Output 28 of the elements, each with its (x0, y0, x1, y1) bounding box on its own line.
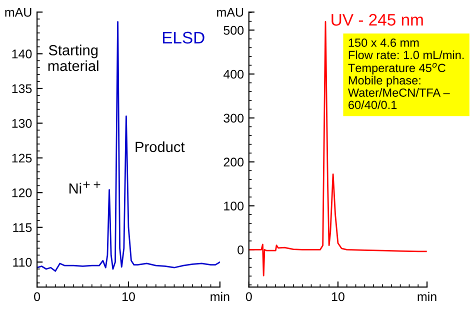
annotation: Starting material (48, 44, 98, 72)
y-tick-label: 300 (224, 114, 244, 123)
y-tick-label: mAU (217, 8, 244, 17)
line-series (37, 21, 220, 272)
y-tick-label: 500 (224, 26, 244, 35)
x-tick-label: min (418, 292, 436, 301)
y-tick-label: 120 (12, 188, 32, 198)
text: 150 x 4.6 mm Flow rate: 1.0 mL/min. Temperature 45$^{o}$C Mobile phase: Water/MeCN/TFA – 60/40/0.1 (348, 38, 464, 110)
y-tick-label: 400 (223, 70, 244, 79)
x-tick-label: min (210, 292, 230, 301)
y-tick-label: mAU (5, 8, 32, 17)
x-tick-label: 10 (122, 292, 135, 302)
y-tick-label: 100 (224, 202, 244, 210)
y-tick-label: 200 (224, 158, 244, 167)
x-tick-label: 0 (246, 292, 252, 302)
y-tick-label: 125 (12, 154, 32, 163)
y-tick-label: 140 (12, 50, 32, 58)
x-tick-label: 10 (332, 292, 344, 302)
y-tick-label: 130 (12, 118, 32, 128)
chart-title: UV - 245 nm (332, 14, 423, 26)
annotation: Ni$^{++}$ (69, 182, 100, 194)
y-tick-label: 0 (238, 246, 244, 254)
y-tick-label: 135 (12, 84, 32, 94)
y-tick-label: 115 (13, 223, 32, 232)
y-tick-label: 110 (13, 258, 32, 267)
x-tick-label: 0 (34, 292, 40, 302)
text: ELSD (162, 32, 204, 44)
annotation: Product (136, 141, 185, 152)
